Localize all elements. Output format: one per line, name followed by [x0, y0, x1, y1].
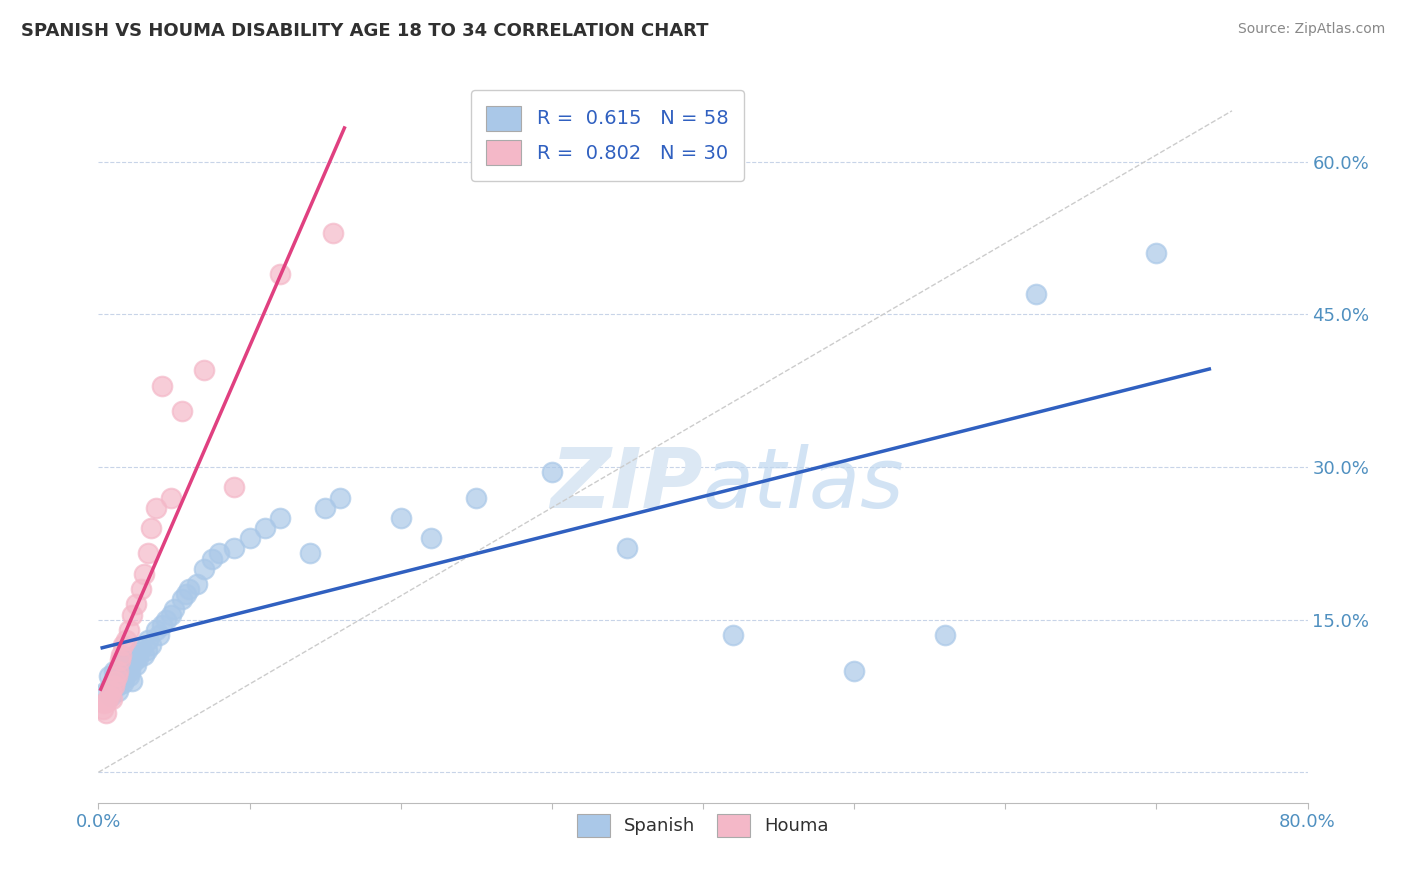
Point — [103, 673, 125, 688]
Point — [111, 675, 134, 690]
Point — [934, 628, 956, 642]
Point — [118, 658, 141, 673]
Point — [128, 645, 150, 659]
Point — [616, 541, 638, 556]
Point — [132, 566, 155, 581]
Point — [110, 658, 132, 673]
Point — [135, 643, 157, 657]
Point — [174, 587, 197, 601]
Point — [1024, 287, 1046, 301]
Point — [389, 511, 412, 525]
Text: SPANISH VS HOUMA DISABILITY AGE 18 TO 34 CORRELATION CHART: SPANISH VS HOUMA DISABILITY AGE 18 TO 34… — [21, 22, 709, 40]
Point — [170, 404, 193, 418]
Point — [105, 668, 128, 682]
Point — [96, 694, 118, 708]
Point — [420, 531, 443, 545]
Point — [118, 623, 141, 637]
Point — [136, 632, 159, 647]
Point — [150, 378, 173, 392]
Point — [136, 546, 159, 560]
Point — [121, 607, 143, 622]
Point — [114, 664, 136, 678]
Point — [105, 679, 128, 693]
Point — [224, 480, 246, 494]
Point — [145, 500, 167, 515]
Point — [155, 613, 177, 627]
Point — [103, 664, 125, 678]
Point — [103, 679, 125, 693]
Point — [329, 491, 352, 505]
Text: atlas: atlas — [703, 444, 904, 525]
Point — [314, 500, 336, 515]
Point — [121, 673, 143, 688]
Point — [124, 648, 146, 663]
Point — [122, 656, 145, 670]
Point — [91, 702, 114, 716]
Point — [193, 363, 215, 377]
Point — [170, 592, 193, 607]
Point — [98, 689, 121, 703]
Point — [120, 664, 142, 678]
Point — [114, 653, 136, 667]
Point — [108, 653, 131, 667]
Point — [844, 664, 866, 678]
Point — [141, 638, 163, 652]
Point — [186, 577, 208, 591]
Point — [107, 684, 129, 698]
Point — [94, 706, 117, 721]
Point — [299, 546, 322, 560]
Point — [101, 692, 124, 706]
Point — [201, 551, 224, 566]
Point — [141, 521, 163, 535]
Point — [239, 531, 262, 545]
Point — [160, 607, 183, 622]
Point — [100, 684, 122, 698]
Point — [1144, 246, 1167, 260]
Point — [93, 696, 115, 710]
Point — [129, 582, 152, 596]
Text: Source: ZipAtlas.com: Source: ZipAtlas.com — [1237, 22, 1385, 37]
Point — [110, 648, 132, 663]
Point — [94, 684, 117, 698]
Point — [723, 628, 745, 642]
Point — [540, 465, 562, 479]
Point — [208, 546, 231, 560]
Point — [100, 689, 122, 703]
Point — [104, 673, 127, 688]
Point — [150, 617, 173, 632]
Point — [179, 582, 201, 596]
Point — [145, 623, 167, 637]
Point — [224, 541, 246, 556]
Point — [98, 668, 121, 682]
Point — [132, 648, 155, 663]
Point — [127, 651, 149, 665]
Legend: Spanish, Houma: Spanish, Houma — [569, 806, 837, 845]
Point — [322, 226, 344, 240]
Point — [148, 628, 170, 642]
Point — [125, 658, 148, 673]
Point — [193, 562, 215, 576]
Point — [112, 672, 135, 686]
Point — [160, 491, 183, 505]
Point — [163, 602, 186, 616]
Point — [269, 267, 291, 281]
Point — [107, 664, 129, 678]
Point — [269, 511, 291, 525]
Point — [118, 668, 141, 682]
Point — [111, 638, 134, 652]
Point — [121, 653, 143, 667]
Text: ZIP: ZIP — [550, 444, 703, 525]
Point — [114, 632, 136, 647]
Point — [110, 668, 132, 682]
Point — [253, 521, 276, 535]
Point — [125, 598, 148, 612]
Point — [129, 641, 152, 656]
Point — [465, 491, 488, 505]
